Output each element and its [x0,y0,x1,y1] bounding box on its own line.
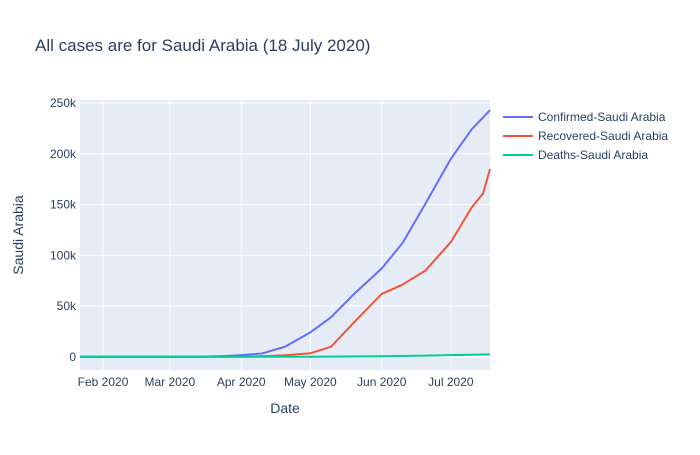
y-tick-label: 200k [50,147,77,161]
legend-label: Deaths-Saudi Arabia [538,148,648,162]
y-tick-label: 100k [50,248,77,262]
legend-item-confirmed[interactable]: Confirmed-Saudi Arabia [503,110,666,124]
y-axis-title: Saudi Arabia [10,195,26,275]
legend[interactable]: Confirmed-Saudi Arabia Recovered-Saudi Ar… [503,110,668,162]
y-tick-label: 50k [57,299,77,313]
legend-item-recovered[interactable]: Recovered-Saudi Arabia [503,129,668,143]
legend-label: Confirmed-Saudi Arabia [538,110,666,124]
series-line-deaths [80,353,491,358]
x-tick-label: May 2020 [284,375,337,389]
legend-item-deaths[interactable]: Deaths-Saudi Arabia [503,148,648,162]
y-tick-label: 0 [69,350,76,364]
x-tick-label: Feb 2020 [78,375,129,389]
y-axis-ticks: 0 50k 100k 150k 200k 250k [50,96,77,364]
series-lines [80,109,491,358]
y-tick-label: 150k [50,198,77,212]
x-tick-label: Jun 2020 [357,375,407,389]
x-tick-label: Jul 2020 [428,375,474,389]
x-tick-label: Apr 2020 [217,375,266,389]
chart-title: All cases are for Saudi Arabia (18 July … [35,36,370,55]
legend-label: Recovered-Saudi Arabia [538,129,668,143]
x-axis-ticks: Feb 2020 Mar 2020 Apr 2020 May 2020 Jun 2020… [78,375,474,389]
x-axis-title: Date [270,400,300,416]
x-tick-label: Mar 2020 [144,375,195,389]
y-tick-label: 250k [50,96,77,110]
plot-area [80,100,490,370]
